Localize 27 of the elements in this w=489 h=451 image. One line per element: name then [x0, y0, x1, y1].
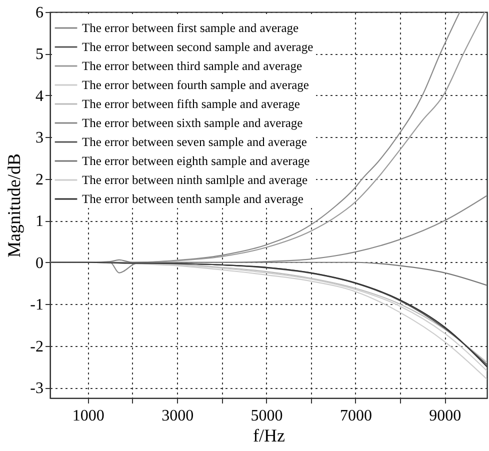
y-tick-label: 1: [36, 213, 44, 230]
legend-label: The error between fourth sample and average: [82, 78, 310, 92]
y-tick-label: 5: [36, 46, 44, 64]
x-tick-label: 5000: [250, 408, 283, 424]
legend-label: The error between eighth sample and average: [82, 154, 310, 168]
y-tick-label: -1: [30, 296, 44, 314]
legend-label: The error between second sample and average: [82, 40, 314, 54]
y-tick-label: 6: [36, 4, 44, 22]
legend-label: The error between seven sample and average: [82, 135, 308, 149]
x-tick-label: 1000: [72, 408, 104, 424]
legend-label: The error between tenth sample and average: [82, 192, 304, 206]
legend-label: The error between sixth sample and average: [82, 116, 304, 130]
y-tick-label: -3: [30, 380, 44, 398]
y-tick-label: 3: [36, 130, 44, 147]
x-tick-label: 9000: [429, 408, 462, 424]
y-tick-label: 2: [36, 171, 44, 188]
x-tick-label: 7000: [340, 408, 372, 424]
legend-label: The error between third sample and average: [82, 59, 302, 73]
y-tick-label: -2: [30, 338, 44, 356]
y-tick-label: 4: [36, 88, 44, 105]
x-tick-label: 3000: [162, 408, 194, 424]
y-tick-label: 0: [36, 254, 44, 272]
legend-label: The error between first sample and average: [82, 21, 300, 35]
x-axis-title: f/Hz: [253, 426, 285, 446]
legend-label: The error between ninth samlple and average: [82, 173, 308, 187]
y-axis-title: Magnitude/dB: [4, 154, 24, 258]
legend-label: The error between fifth sample and average: [82, 97, 300, 111]
